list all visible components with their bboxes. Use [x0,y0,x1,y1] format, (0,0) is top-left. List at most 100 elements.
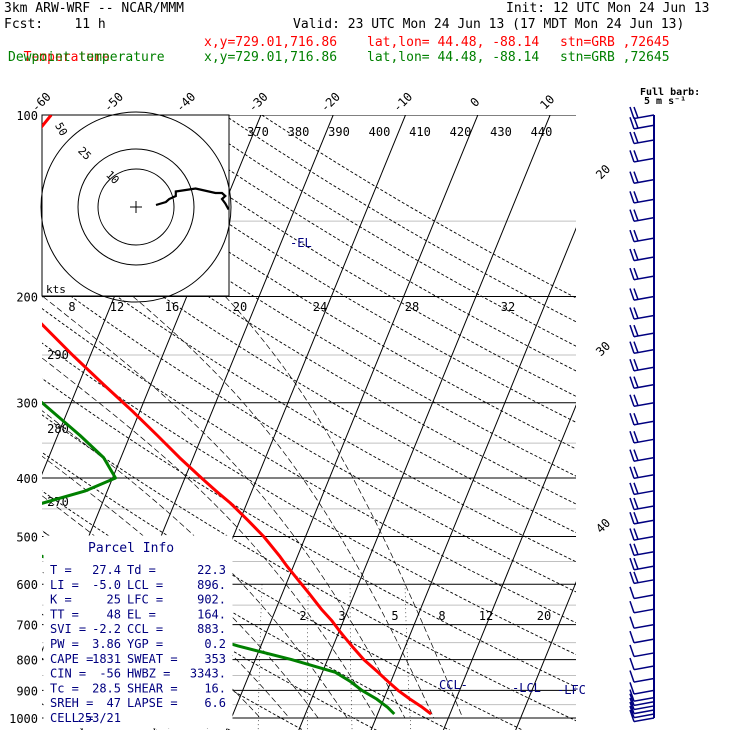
parcel-info-value: 902. [197,593,226,607]
valid-time: Valid: 23 UTC Mon 24 Jun 13 (17 MDT Mon … [293,17,685,32]
wind-barb [629,106,655,120]
hodograph-units: kts [46,283,66,296]
wind-barb [629,267,655,281]
parcel-info-value: 253/21 [78,711,121,725]
dewpoint-stn: stn=GRB ,72645 [560,50,670,65]
mixing-ratio-line [257,584,263,730]
dry-adiabat-line [42,308,576,624]
moist-adiabat-label: 24 [313,300,327,314]
el-annotation: -EL [290,236,312,250]
pressure-label-500: 500 [16,530,38,544]
parcel-info-value: 16. [204,681,226,695]
moist-adiabat-label: 16 [165,300,179,314]
wind-barbs [629,106,655,723]
parcel-info-background [43,535,233,729]
isotherm-line [515,581,576,730]
isotherm-label: -30 [245,90,270,115]
isotherm-label: -20 [318,90,343,115]
temperature-label: Temperature [23,50,110,65]
model-title: 3km ARW-WRF -- NCAR/MMM [4,1,185,16]
ccl-annotation: CCL- [439,678,468,692]
pressure-label-100: 100 [16,109,38,123]
dry-adiabat-line [224,115,576,323]
wind-barb [629,693,655,707]
theta-label: 430 [490,125,512,139]
mixing-ratio-label: 12 [479,609,493,623]
parcel-info-label: K = [50,593,72,607]
pressure-label-900: 900 [16,684,38,698]
moist-adiabat-line [225,296,464,719]
temperature-xy: x,y=729.01,716.86 [204,35,338,50]
parcel-info-value: 3343. [190,667,226,681]
wind-barb [629,630,655,644]
moist-adiabat-line [132,296,435,719]
parcel-info-label: YGP = [127,637,163,651]
wind-barb [629,528,655,541]
theta-label: 380 [288,125,310,139]
wind-barb [629,689,655,702]
hodograph-ring-label: 50 [52,120,70,138]
isotherm-label: 20 [593,162,613,182]
moist-adiabat-label: 20 [233,300,247,314]
theta-label: 410 [409,125,431,139]
dry-adiabat-line [42,147,576,477]
parcel-info-value: 164. [197,607,226,621]
wind-barb [629,394,655,408]
mixing-ratio-label: 8 [438,609,445,623]
temperature-latlon: lat,lon= 44.48, -88.14 [367,35,540,50]
temperature-stn: stn=GRB ,72645 [560,35,670,50]
mixing-ratio-line [404,584,412,730]
parcel-info-value: -2.2 [92,622,121,636]
parcel-info-label: LCL = [127,578,163,592]
wind-barb [629,705,655,719]
wind-barb [629,600,655,614]
wind-barb [629,709,655,723]
sounding-traces [42,115,433,716]
parcel-info-label: HWBZ = [127,667,170,681]
isotherm-line [42,115,45,122]
parcel-info-value: 48 [107,607,121,621]
parcel-info-value: 883. [197,622,226,636]
theta-label: 440 [531,125,553,139]
wind-barb [629,497,655,511]
wind-barb [629,341,655,355]
dewpoint-label: Dewpoint temperature [8,50,165,65]
parcel-info-label: LFC = [127,593,163,607]
pressure-label-800: 800 [16,654,38,668]
mixing-ratio-label: 20 [537,609,551,623]
dewpoint-trace [42,401,396,716]
level-annotations: -EL -LCL -LFC CCL- [290,236,586,697]
moist-adiabat-line [42,410,348,719]
wind-barb [629,131,655,145]
moist-adiabat-label: 8 [68,300,75,314]
wind-barb [629,616,655,629]
pressure-label-700: 700 [16,619,38,633]
parcel-info-label: SWEAT = [127,652,178,666]
isotherm-line [298,115,551,730]
parcel-info-label: Td = [127,563,156,577]
isotherm-label: -40 [173,90,198,115]
isotherm-label: 30 [593,339,613,359]
hodograph-trace [155,187,230,211]
pressure-label-300: 300 [16,397,38,411]
parcel-info-label: SVI = [50,622,86,636]
wind-barb [629,557,655,571]
theta-label: 400 [369,125,391,139]
parcel-info-label: PW = [50,637,79,651]
dewpoint-xy: x,y=729.01,716.86 [204,50,338,65]
wind-barb [629,288,655,301]
wind-barb [629,307,655,320]
wind-barb [629,209,655,223]
moist-adiabat-line [42,455,319,719]
theta-label: 390 [328,125,350,139]
wind-barb [629,248,655,262]
dry-adiabat-line [42,342,576,656]
isotherm-line [588,115,740,731]
parcel-info-label: SREH = [50,696,93,710]
wind-barb [629,571,655,585]
parcel-info-title: Parcel Info [88,541,174,556]
wind-legend-line1: Full barb: [640,87,700,98]
parcel-info-label: LAPSE = [127,696,178,710]
parcel-info-box: Parcel Info T = 27.4 Td = 22.3 LI = -5.0 LCL = 8… [43,535,233,729]
moist-adiabat-line [42,357,377,719]
